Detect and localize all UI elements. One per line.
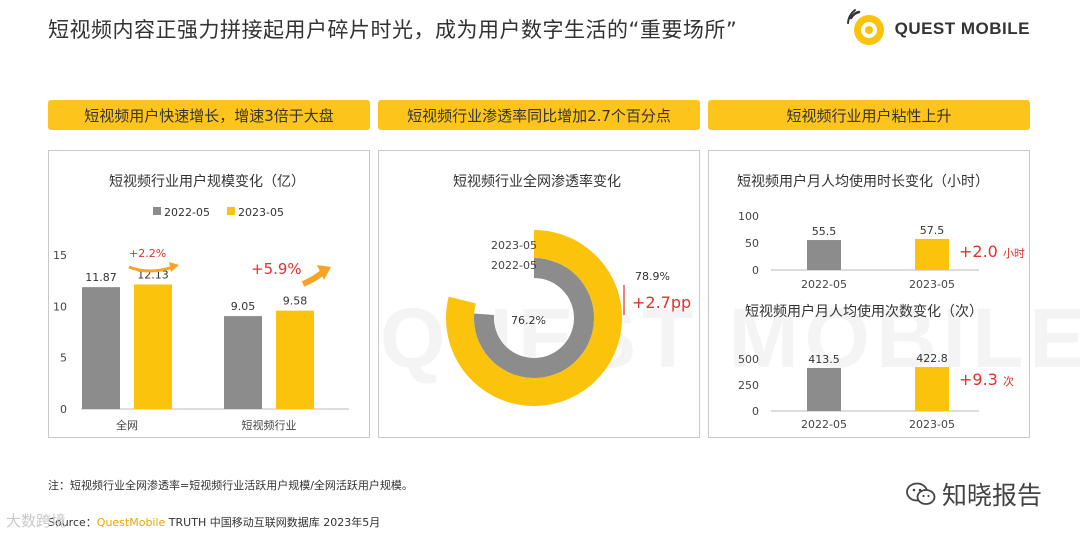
data-label: 9.05 (231, 300, 256, 313)
x-tick-label: 全网 (116, 418, 138, 432)
change-annotation: +2.0 小时 (959, 242, 1025, 261)
wechat-icon (906, 482, 936, 505)
bar (807, 240, 841, 270)
panel-stickiness: 短视频用户月人均使用时长变化（小时） 短视频用户月人均使用次数变化（次） 0 50… (708, 150, 1030, 438)
y-tick-label: 0 (752, 405, 759, 418)
data-label: 413.5 (808, 353, 840, 366)
x-tick-label: 2022-05 (801, 418, 847, 431)
growth-annotation: +2.2% (129, 247, 166, 260)
legend-label: 2023-05 (238, 206, 284, 219)
y-tick-label: 5 (60, 352, 67, 365)
legend-swatch (153, 207, 161, 215)
y-tick-label: 0 (60, 403, 67, 416)
banner-penetration: 短视频行业渗透率同比增加2.7个百分点 (378, 100, 700, 130)
stickiness-charts: 0 50 100 55.5 2022-05 57.5 2023-05 +2.0 小时 0 250 5… (738, 210, 1025, 431)
penetration-donut-chart: 2023-05 2022-05 78.9% 76.2% +2.7pp (446, 230, 691, 406)
logo-text: QUEST MOBILE (894, 19, 1030, 38)
change-value: +9.3 (959, 370, 1003, 389)
change-unit: 次 (1003, 374, 1014, 388)
questmobile-logo-icon (846, 9, 884, 45)
page-title: 短视频内容正强力拼接起用户碎片时光，成为用户数字生活的“重要场所” (48, 18, 738, 42)
y-tick-label: 100 (738, 210, 759, 223)
source-rest: TRUTH 中国移动互联网数据库 2023年5月 (165, 516, 381, 529)
growth-arrow (128, 265, 174, 273)
data-label: 422.8 (916, 352, 948, 365)
data-label: 55.5 (812, 225, 837, 238)
y-tick-label: 250 (738, 379, 759, 392)
change-annotation: +2.7pp (632, 293, 691, 312)
watermark-zhixiao-text: 知晓报告 (941, 481, 1042, 510)
banner-stickiness: 短视频行业用户粘性上升 (708, 100, 1030, 130)
legend-label: 2022-05 (164, 206, 210, 219)
source-prefix: Source： (48, 516, 97, 529)
panel-penetration: 短视频行业全网渗透率变化 2023-05 2022-05 78.9% 76.2% +2.… (378, 150, 700, 438)
growth-annotation: +5.9% (251, 260, 302, 278)
chart-title-user-scale: 短视频行业用户规模变化（亿） (109, 174, 305, 190)
y-tick-label: 0 (752, 264, 759, 277)
change-value: +2.0 (959, 242, 1003, 261)
chart-title-penetration: 短视频行业全网渗透率变化 (453, 174, 621, 190)
ring-label: 2022-05 (491, 259, 537, 272)
growth-arrow-head (317, 265, 331, 280)
bar (224, 316, 262, 409)
x-tick-label: 短视频行业 (242, 418, 297, 432)
y-tick-label: 500 (738, 353, 759, 366)
donut-arc-2023 (446, 230, 622, 406)
donut-arc-2022 (474, 258, 594, 378)
data-label: 78.9% (635, 270, 670, 283)
data-label: 11.87 (85, 271, 117, 284)
watermark-dashu: 大数跨境 (6, 512, 67, 530)
bar (276, 310, 314, 409)
y-tick-label: 10 (53, 300, 67, 313)
panel-user-scale: 短视频行业用户规模变化（亿） 0 5 10 15 2022-05 2023-05 11.87… (48, 150, 370, 438)
growth-arrow (301, 269, 325, 287)
footnote: 注：短视频行业全网渗透率=短视频行业活跃用户规模/全网活跃用户规模。 (48, 479, 413, 492)
source-line: Source：QuestMobile TRUTH 中国移动互联网数据库 2023… (48, 514, 380, 530)
y-tick-label: 50 (745, 237, 759, 250)
change-unit: 小时 (1003, 247, 1025, 260)
chart-title-duration: 短视频用户月人均使用时长变化（小时） (737, 174, 989, 190)
x-tick-label: 2022-05 (801, 278, 847, 291)
banner-user-growth: 短视频用户快速增长，增速3倍于大盘 (48, 100, 370, 130)
bar (915, 238, 949, 270)
y-tick-label: 15 (53, 249, 67, 262)
brand-logo: QUEST MOBILE (845, 8, 1030, 50)
watermark-zhixiao: 知晓报告 (906, 476, 1042, 512)
change-annotation: +9.3 次 (959, 370, 1014, 389)
ring-label: 2023-05 (491, 239, 537, 252)
bar (134, 284, 172, 409)
growth-arrow-head (169, 262, 179, 272)
bar (915, 367, 949, 411)
bar (807, 367, 841, 411)
x-tick-label: 2023-05 (909, 418, 955, 431)
data-label: 57.5 (920, 224, 945, 237)
legend-swatch (227, 207, 235, 215)
chart-title-frequency: 短视频用户月人均使用次数变化（次） (745, 304, 983, 320)
data-label: 76.2% (511, 314, 546, 327)
x-tick-label: 2023-05 (909, 278, 955, 291)
data-label: 9.58 (283, 295, 308, 308)
source-brand: QuestMobile (96, 516, 166, 529)
bar (82, 287, 120, 409)
